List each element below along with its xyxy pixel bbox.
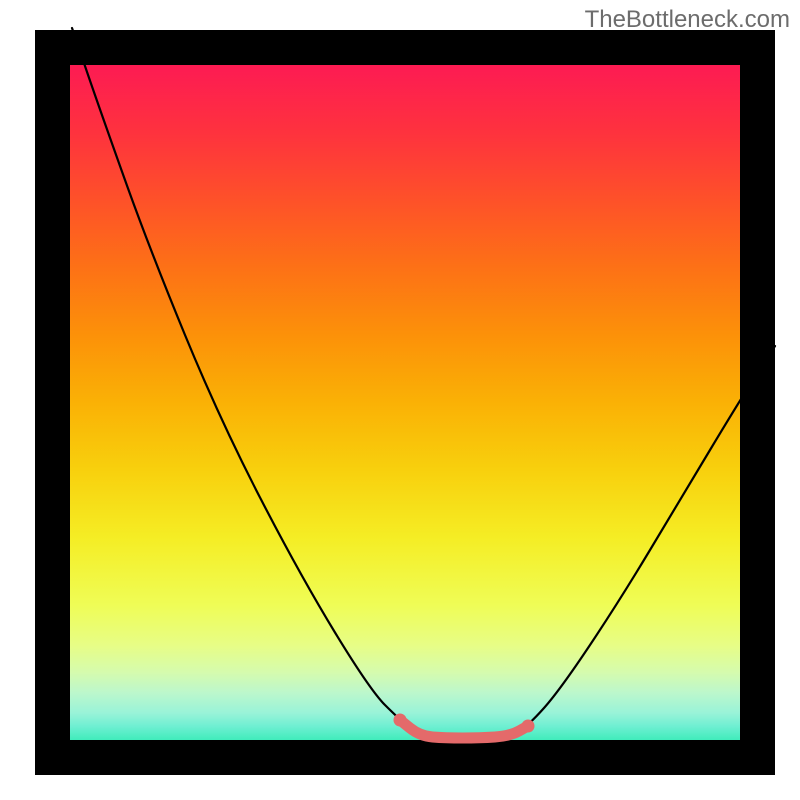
plot-background	[70, 65, 740, 740]
bottleneck-chart	[0, 0, 800, 800]
marker-dot	[522, 720, 535, 733]
attribution-text: TheBottleneck.com	[585, 6, 790, 34]
chart-stage: TheBottleneck.com	[0, 0, 800, 800]
marker-dot	[394, 714, 407, 727]
